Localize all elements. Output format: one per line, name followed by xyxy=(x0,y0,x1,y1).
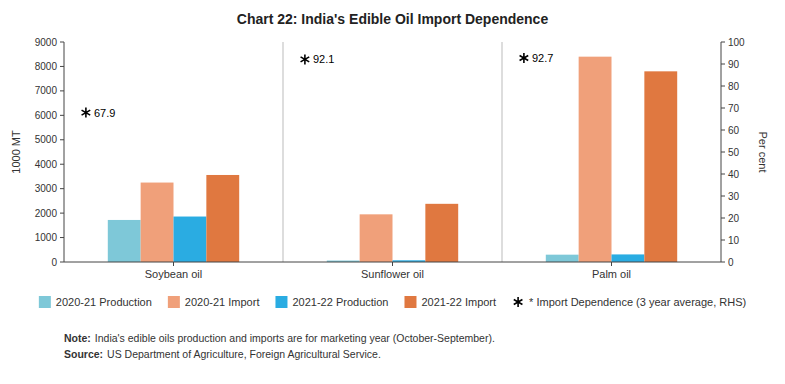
x-tick-label: Palm oil xyxy=(592,268,631,280)
y-tick xyxy=(60,213,64,214)
legend-label: 2021-22 Production xyxy=(292,296,388,308)
annotation-heading: Source: xyxy=(64,348,103,360)
marker xyxy=(301,54,310,64)
y2-tick-label: 60 xyxy=(728,125,740,136)
plot-area xyxy=(82,53,678,262)
y-tick-label: 4000 xyxy=(35,159,58,170)
y2-tick xyxy=(721,86,725,87)
y-tick xyxy=(60,42,64,43)
y2-tick-label: 10 xyxy=(728,235,740,246)
y2-tick xyxy=(721,130,725,131)
y-tick-label: 0 xyxy=(51,257,57,268)
bar xyxy=(612,254,645,262)
legend-swatch xyxy=(39,296,51,308)
bar xyxy=(206,175,239,262)
y2-tick xyxy=(721,42,725,43)
x-tick xyxy=(392,262,393,266)
y2-tick-label: 100 xyxy=(728,37,745,48)
y2-tick-label: 30 xyxy=(728,191,740,202)
y2-tick xyxy=(721,218,725,219)
y-axis-label: 1000 MT xyxy=(10,130,22,174)
group-divider xyxy=(283,42,284,262)
bar xyxy=(108,220,141,262)
y2-tick xyxy=(721,240,725,241)
bar xyxy=(546,255,579,262)
data-label: 92.1 xyxy=(313,53,334,65)
legend-label: * Import Dependence (3 year average, RHS… xyxy=(529,296,746,308)
legend-swatch xyxy=(404,296,416,308)
y2-tick xyxy=(721,174,725,175)
x-tick-label: Soybean oil xyxy=(145,268,203,280)
y2-tick xyxy=(721,196,725,197)
legend-marker xyxy=(514,297,523,307)
title: Chart 22: India's Edible Oil Import Depe… xyxy=(237,11,549,27)
y-tick xyxy=(60,237,64,238)
y-tick-label: 3000 xyxy=(35,183,58,194)
y-tick xyxy=(60,90,64,91)
y-tick-label: 8000 xyxy=(35,61,58,72)
y2-axis-label: Per cent xyxy=(757,132,769,173)
y2-tick xyxy=(721,262,725,263)
x-tick xyxy=(611,262,612,266)
data-labels: 67.9 92.1 92.7 xyxy=(94,52,553,119)
y2-tick-label: 20 xyxy=(728,213,740,224)
y2-tick xyxy=(721,108,725,109)
bar xyxy=(644,71,677,262)
y-axis xyxy=(64,42,65,262)
y2-tick-label: 90 xyxy=(728,59,740,70)
marker xyxy=(520,53,529,63)
x-tick-label: Sunflower oil xyxy=(361,268,424,280)
y2-tick xyxy=(721,64,725,65)
y-tick-label: 5000 xyxy=(35,134,58,145)
y2-tick xyxy=(721,152,725,153)
y-tick xyxy=(60,66,64,67)
legend-label: 2020-21 Import xyxy=(185,296,260,308)
chart: Chart 22: India's Edible Oil Import Depe… xyxy=(0,0,785,384)
legend-label: 2020-21 Production xyxy=(56,296,152,308)
y2-tick-label: 50 xyxy=(728,147,740,158)
bar xyxy=(174,217,207,262)
legend-label: 2021-22 Import xyxy=(421,296,496,308)
y2-tick-label: 70 xyxy=(728,103,740,114)
group-divider xyxy=(502,42,503,262)
y2-tick-label: 40 xyxy=(728,169,740,180)
bar xyxy=(360,214,393,262)
legend-swatch xyxy=(275,296,287,308)
y-tick-label: 9000 xyxy=(35,37,58,48)
y-tick-label: 6000 xyxy=(35,110,58,121)
y2-tick-label: 0 xyxy=(728,257,734,268)
x-tick xyxy=(173,262,174,266)
y-tick xyxy=(60,115,64,116)
y2-tick-label: 80 xyxy=(728,81,740,92)
y-tick-label: 7000 xyxy=(35,85,58,96)
y-tick xyxy=(60,164,64,165)
annotation-text: US Department of Agriculture, Foreign Ag… xyxy=(107,348,381,360)
y-tick xyxy=(60,139,64,140)
legend: 2020-21 Production 2020-21 Import 2021-22 … xyxy=(39,296,746,308)
marker xyxy=(82,108,91,118)
data-label: 92.7 xyxy=(532,52,553,64)
annotation-text: India's edible oils production and impor… xyxy=(95,332,495,344)
y-tick xyxy=(60,188,64,189)
bar xyxy=(425,204,458,262)
bar xyxy=(579,57,612,262)
data-label: 67.9 xyxy=(94,107,115,119)
y-tick-label: 1000 xyxy=(35,232,58,243)
annotation-heading: Note: xyxy=(64,332,91,344)
legend-swatch xyxy=(168,296,180,308)
y-tick xyxy=(60,262,64,263)
bar xyxy=(141,183,174,262)
y-tick-label: 2000 xyxy=(35,208,58,219)
